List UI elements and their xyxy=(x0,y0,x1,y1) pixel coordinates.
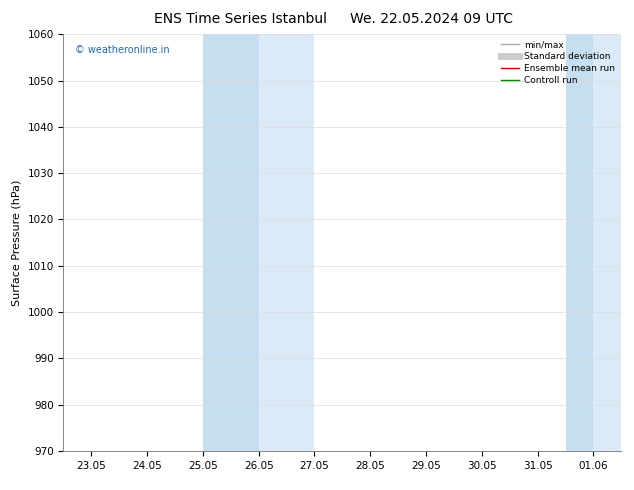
Text: © weatheronline.in: © weatheronline.in xyxy=(75,45,169,55)
Bar xyxy=(566,34,593,451)
Bar xyxy=(593,34,621,451)
Bar xyxy=(203,34,259,451)
Text: ENS Time Series Istanbul: ENS Time Series Istanbul xyxy=(155,12,327,26)
Bar xyxy=(259,34,314,451)
Text: We. 22.05.2024 09 UTC: We. 22.05.2024 09 UTC xyxy=(349,12,513,26)
Y-axis label: Surface Pressure (hPa): Surface Pressure (hPa) xyxy=(12,179,22,306)
Legend: min/max, Standard deviation, Ensemble mean run, Controll run: min/max, Standard deviation, Ensemble me… xyxy=(498,37,619,88)
